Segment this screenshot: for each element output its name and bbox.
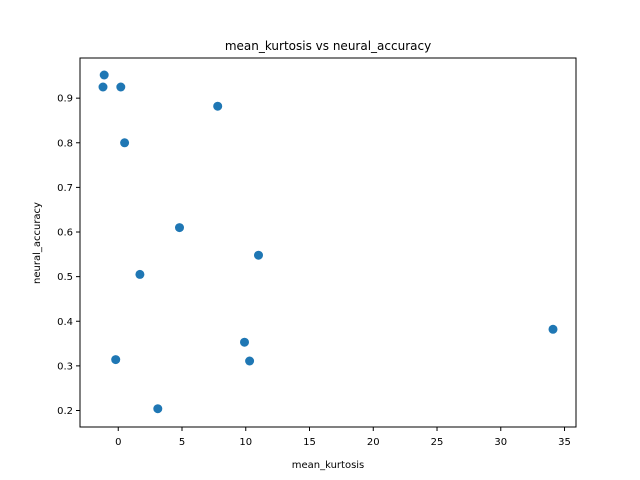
y-axis-label: neural_accuracy bbox=[32, 202, 43, 284]
data-point-7 bbox=[254, 250, 263, 260]
points-layer bbox=[98, 70, 558, 414]
x-tick-label: 0 bbox=[115, 437, 121, 448]
data-point-0 bbox=[99, 70, 109, 80]
y-tick-label: 0.2 bbox=[57, 406, 73, 417]
x-tick-label: 15 bbox=[303, 437, 316, 448]
y-tick-label: 0.8 bbox=[57, 138, 73, 149]
x-tick-label: 5 bbox=[179, 437, 185, 448]
y-tick-label: 0.7 bbox=[57, 183, 73, 194]
data-point-1 bbox=[98, 82, 108, 92]
x-tick-label: 20 bbox=[367, 437, 380, 448]
data-point-5 bbox=[175, 223, 184, 233]
data-point-9 bbox=[153, 404, 163, 414]
x-tick-label: 25 bbox=[431, 437, 444, 448]
data-point-11 bbox=[245, 356, 255, 366]
x-tick-label: 35 bbox=[558, 437, 571, 448]
x-tick-label: 30 bbox=[494, 437, 507, 448]
y-tick-label: 0.4 bbox=[57, 317, 73, 328]
x-axis-label: mean_kurtosis bbox=[292, 460, 365, 471]
plot-frame bbox=[79, 57, 577, 428]
data-point-3 bbox=[120, 138, 130, 148]
data-point-6 bbox=[135, 269, 145, 279]
y-tick-label: 0.3 bbox=[57, 361, 73, 372]
y-tick-label: 0.6 bbox=[57, 228, 73, 239]
data-point-2 bbox=[116, 82, 126, 92]
chart-title: mean_kurtosis vs neural_accuracy bbox=[225, 39, 431, 53]
data-point-10 bbox=[240, 337, 249, 347]
y-tick-label: 0.5 bbox=[57, 272, 73, 283]
data-point-8 bbox=[111, 355, 121, 365]
data-point-4 bbox=[213, 101, 223, 111]
x-tick-label: 10 bbox=[239, 437, 252, 448]
y-tick-label: 0.9 bbox=[57, 94, 73, 105]
data-point-12 bbox=[548, 324, 558, 334]
ticks-layer: 0 5 10 15 20 25 30 35 0.2 0.3 0.4 0.5 0.6 0.7 0.8 0.9 bbox=[57, 94, 571, 448]
